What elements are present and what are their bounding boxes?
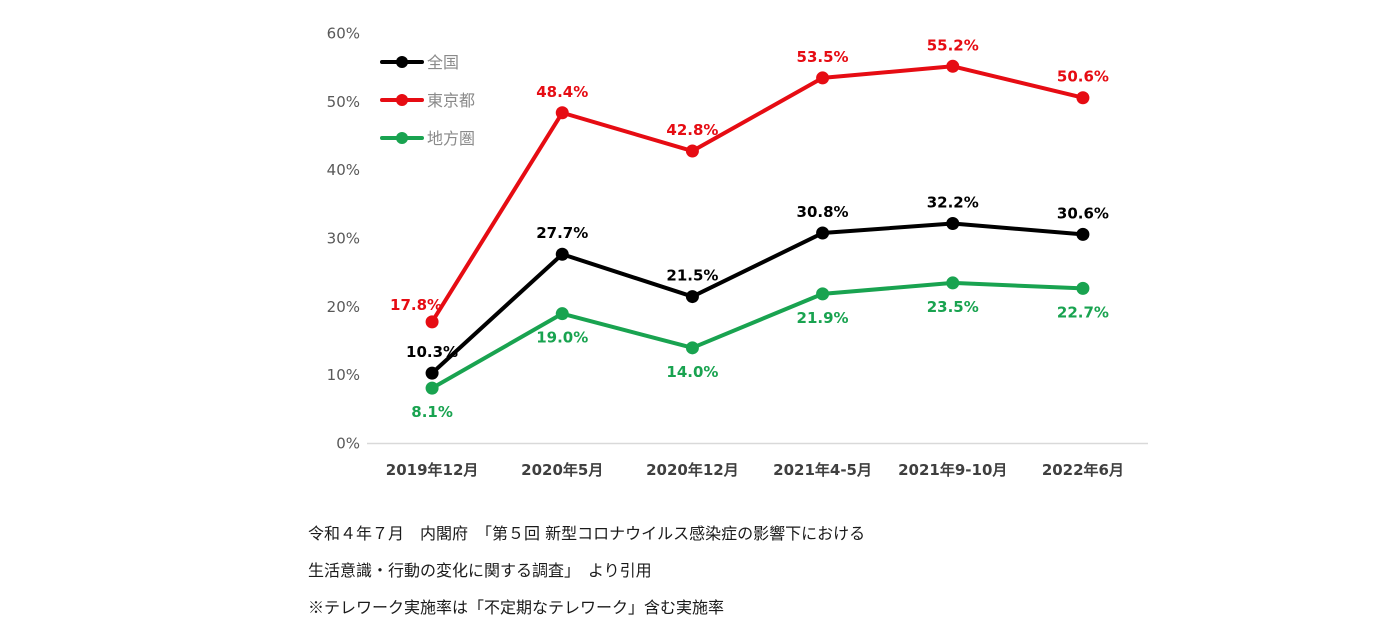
data-point-marker (946, 216, 960, 230)
legend-label: 全国 (427, 53, 459, 72)
source-note-line-3: ※テレワーク実施率は「不定期なテレワーク」含む実施率 (308, 598, 725, 617)
data-point-label: 21.5% (666, 267, 718, 285)
data-point-label: 50.6% (1057, 68, 1109, 86)
y-axis-tick-label: 50% (327, 93, 360, 111)
y-axis-tick-label: 0% (336, 435, 360, 453)
legend-swatch-marker (396, 56, 408, 68)
data-point-marker (946, 59, 960, 73)
data-point-marker (425, 381, 439, 395)
data-point-marker (1076, 227, 1090, 241)
source-citation-line-1: 令和４年７月 内閣府 「第５回 新型コロナウイルス感染症の影響下における (308, 524, 866, 543)
data-point-marker (1076, 91, 1090, 105)
source-note: 令和４年７月 内閣府 「第５回 新型コロナウイルス感染症の影響下における 生活意… (308, 522, 865, 633)
series-line-全国 (430, 221, 1085, 376)
y-axis-tick-label: 10% (327, 366, 360, 384)
data-point-label: 30.8% (797, 203, 849, 221)
data-point-marker (425, 315, 439, 329)
data-point-marker (946, 276, 960, 290)
legend-label: 東京都 (427, 91, 475, 110)
data-point-label: 14.0% (666, 363, 718, 381)
data-point-label: 32.2% (927, 193, 979, 211)
data-point-marker (685, 144, 699, 158)
data-point-label: 22.7% (1057, 303, 1109, 321)
y-axis-tick-label: 40% (327, 161, 360, 179)
data-point-label: 30.6% (1057, 204, 1109, 222)
data-point-marker (555, 106, 569, 120)
data-point-label: 55.2% (927, 36, 979, 54)
source-citation-line-2: 生活意識・行動の変化に関する調査」 より引用 (308, 561, 652, 580)
data-point-marker (685, 341, 699, 355)
data-point-marker (816, 226, 830, 240)
legend-swatch-marker (396, 132, 408, 144)
data-point-marker (555, 247, 569, 261)
legend-swatch-marker (396, 94, 408, 106)
data-point-marker (555, 307, 569, 321)
telework-rate-line-chart: 0% 10% 20% 30% 40% 50% 60% 2019年12月 2020年5月 2020年… (327, 25, 1148, 479)
data-point-label: 23.5% (927, 298, 979, 316)
data-point-label: 48.4% (536, 83, 588, 101)
data-point-marker (1076, 281, 1090, 295)
data-point-label: 21.9% (797, 309, 849, 327)
x-category-label: 2021年4-5月 (773, 461, 872, 479)
data-point-marker (816, 71, 830, 85)
series-line-地方圏 (430, 280, 1085, 391)
data-point-label: 19.0% (536, 329, 588, 347)
x-category-label: 2020年12月 (646, 461, 739, 479)
legend-label: 地方圏 (427, 129, 475, 148)
y-axis-tick-label: 60% (327, 25, 360, 43)
series-line-東京都 (430, 64, 1085, 324)
x-category-label: 2020年5月 (521, 461, 603, 479)
data-point-label: 27.7% (536, 224, 588, 242)
x-category-label: 2022年6月 (1042, 461, 1124, 479)
data-point-label: 53.5% (797, 48, 849, 66)
x-category-label: 2019年12月 (386, 461, 479, 479)
data-point-marker (685, 290, 699, 304)
data-point-label: 10.3% (406, 343, 458, 361)
data-point-label: 17.8% (390, 296, 442, 314)
y-axis-tick-label: 20% (327, 298, 360, 316)
data-point-label: 42.8% (666, 121, 718, 139)
data-point-marker (816, 287, 830, 301)
x-category-label: 2021年9-10月 (898, 461, 1007, 479)
y-axis-tick-label: 30% (327, 230, 360, 248)
data-point-marker (425, 366, 439, 380)
data-point-label: 8.1% (411, 403, 453, 421)
